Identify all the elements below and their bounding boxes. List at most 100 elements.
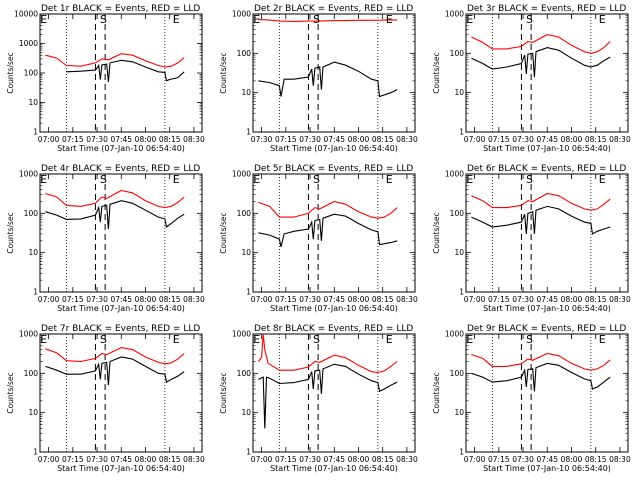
x-tick-label: 08:00	[348, 455, 370, 464]
y-tick-label: 1000	[19, 170, 38, 179]
x-tick-label: 07:30	[512, 135, 534, 144]
events-series-line	[258, 61, 398, 98]
x-tick-label: 07:30	[512, 295, 534, 304]
y-tick-label: 1	[246, 128, 251, 137]
chart-panel: Det 1r BLACK = Events, RED = LLD 1 10 100 10…	[6, 4, 205, 153]
chart-panel: Det 8r BLACK = Events, RED = LLD 1 10 100 10…	[219, 324, 418, 473]
y-tick-label: 100	[24, 209, 39, 218]
y-axis-label: Counts/sec	[219, 52, 228, 93]
x-tick-label: 08:15	[372, 295, 394, 304]
y-axis-label: Counts/sec	[219, 372, 228, 413]
events-series-line	[258, 363, 398, 429]
y-tick-label: 10	[241, 248, 251, 257]
y-tick-label: 100	[237, 49, 252, 58]
lld-series-line	[45, 347, 185, 365]
time-marker-label: S	[526, 173, 533, 186]
plot-frame	[39, 173, 203, 293]
y-tick-label: 10	[241, 408, 251, 417]
y-tick-label: 1	[459, 448, 464, 457]
time-marker-label: E	[599, 13, 606, 26]
x-tick-label: 07:00	[38, 455, 60, 464]
panel-title: Det 4r BLACK = Events, RED = LLD	[41, 164, 200, 174]
x-tick-label: 07:15	[62, 455, 84, 464]
x-tick-label: 07:15	[62, 295, 84, 304]
plot-frame	[39, 13, 203, 133]
x-tick-label: 08:15	[159, 135, 181, 144]
y-tick-label: 100	[450, 209, 465, 218]
time-marker-label: S	[526, 13, 533, 26]
y-tick-label: 1000	[232, 330, 251, 339]
time-marker-label: S	[100, 173, 107, 186]
lld-series-line	[45, 189, 185, 209]
x-tick-label: 07:15	[488, 295, 510, 304]
x-tick-label: 08:00	[561, 135, 583, 144]
x-axis-label: Start Time (07-Jan-10 06:54:40)	[57, 144, 185, 153]
panel-title: Det 6r BLACK = Events, RED = LLD	[467, 164, 626, 174]
x-tick-label: 07:30	[299, 295, 321, 304]
x-tick-label: 07:15	[275, 295, 297, 304]
plot-frame	[465, 173, 629, 293]
x-tick-label: 07:45	[110, 135, 132, 144]
y-tick-label: 10	[28, 408, 38, 417]
x-tick-label: 07:00	[464, 295, 486, 304]
y-tick-label: 1000	[19, 39, 38, 48]
panel-title: Det 5r BLACK = Events, RED = LLD	[254, 164, 413, 174]
chart-panel: Det 6r BLACK = Events, RED = LLD 1 10 100 10…	[432, 164, 631, 313]
y-tick-label: 100	[450, 369, 465, 378]
plot-frame	[252, 173, 416, 293]
y-axis-label: Counts/sec	[432, 212, 441, 253]
time-marker-label: S	[100, 333, 107, 346]
x-tick-label: 07:00	[251, 455, 273, 464]
y-tick-label: 100	[450, 49, 465, 58]
x-axis-label: Start Time (07-Jan-10 06:54:40)	[57, 304, 185, 313]
y-tick-label: 1000	[19, 330, 38, 339]
time-marker-label: S	[526, 333, 533, 346]
panel-title: Det 8r BLACK = Events, RED = LLD	[254, 324, 413, 334]
x-axis-label: Start Time (07-Jan-10 06:54:40)	[270, 464, 398, 473]
x-tick-label: 07:45	[536, 135, 558, 144]
lld-series-line	[258, 200, 398, 219]
time-marker-label: E	[466, 173, 473, 186]
time-marker-label: S	[313, 333, 320, 346]
x-tick-label: 08:30	[609, 135, 631, 144]
time-marker-label: E	[253, 173, 260, 186]
x-tick-label: 07:15	[62, 135, 84, 144]
time-marker-label: E	[253, 333, 260, 346]
x-tick-label: 08:15	[585, 135, 607, 144]
time-marker-label: E	[466, 333, 473, 346]
x-tick-label: 07:30	[512, 455, 534, 464]
x-tick-label: 08:00	[348, 295, 370, 304]
y-tick-label: 10000	[14, 10, 38, 19]
x-tick-label: 07:30	[299, 455, 321, 464]
y-tick-label: 10	[454, 88, 464, 97]
x-tick-label: 07:45	[110, 295, 132, 304]
time-marker-label: E	[386, 333, 393, 346]
y-tick-label: 1	[246, 448, 251, 457]
x-tick-label: 07:45	[323, 135, 345, 144]
chart-panel: Det 9r BLACK = Events, RED = LLD 1 10 100 10…	[432, 324, 631, 473]
panel-title: Det 2r BLACK = Events, RED = LLD	[254, 4, 413, 14]
x-tick-label: 07:00	[251, 295, 273, 304]
time-marker-label: E	[40, 13, 47, 26]
lld-series-line	[471, 192, 611, 211]
time-marker-label: E	[40, 173, 47, 186]
y-tick-label: 10	[28, 98, 38, 107]
time-marker-label: S	[313, 13, 320, 26]
x-tick-label: 08:00	[348, 135, 370, 144]
y-axis-label: Counts/sec	[219, 212, 228, 253]
x-tick-label: 07:45	[536, 295, 558, 304]
x-tick-label: 07:45	[323, 455, 345, 464]
x-tick-label: 07:00	[38, 295, 60, 304]
x-tick-label: 08:15	[159, 455, 181, 464]
x-tick-label: 07:45	[110, 455, 132, 464]
y-tick-label: 1000	[445, 10, 464, 19]
panel-title: Det 7r BLACK = Events, RED = LLD	[41, 324, 200, 334]
y-tick-label: 100	[24, 69, 39, 78]
y-tick-label: 10	[28, 248, 38, 257]
y-tick-label: 1	[33, 288, 38, 297]
x-tick-label: 08:30	[396, 295, 418, 304]
y-tick-label: 10	[241, 88, 251, 97]
x-tick-label: 07:15	[275, 455, 297, 464]
chart-panel: Det 2r BLACK = Events, RED = LLD 1 10 100 10…	[219, 4, 418, 153]
y-tick-label: 100	[237, 369, 252, 378]
